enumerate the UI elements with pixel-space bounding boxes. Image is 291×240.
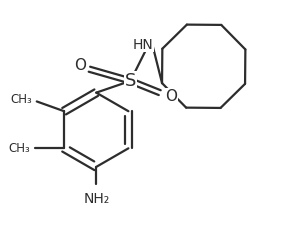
Text: O: O (166, 89, 178, 104)
Text: HN: HN (133, 38, 154, 52)
Text: S: S (125, 72, 136, 90)
Text: NH₂: NH₂ (83, 192, 109, 206)
Text: CH₃: CH₃ (10, 93, 32, 106)
Text: O: O (74, 58, 86, 73)
Text: CH₃: CH₃ (8, 142, 30, 155)
